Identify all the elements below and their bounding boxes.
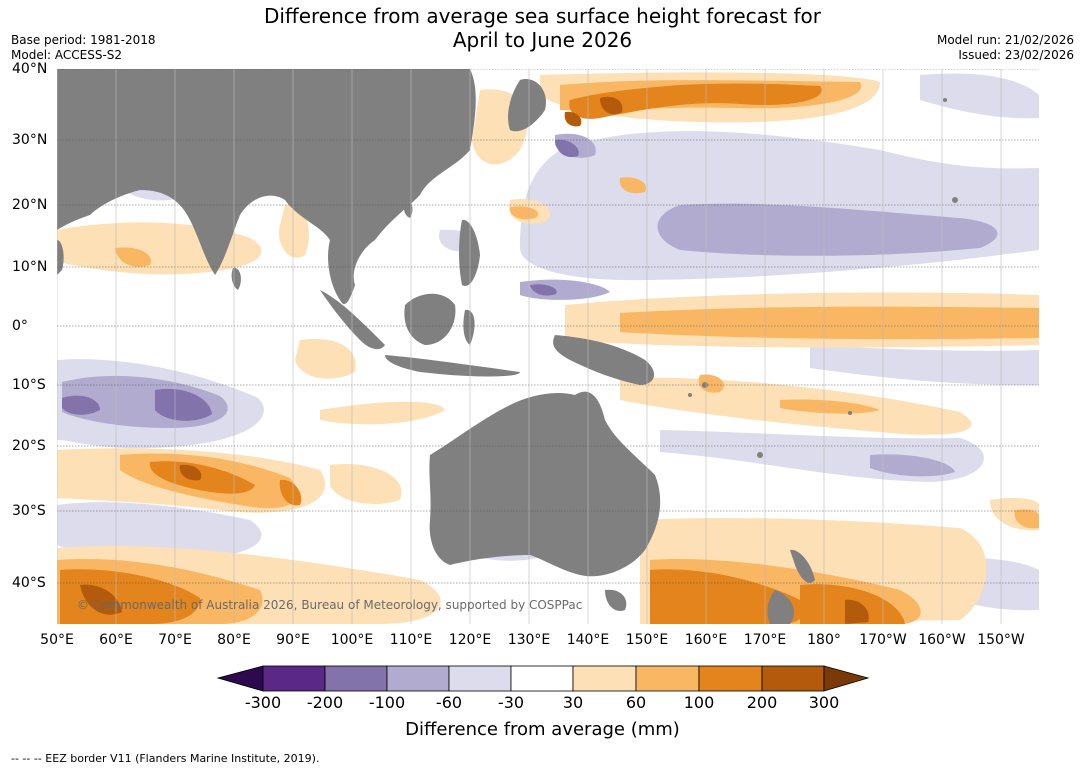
longitude-label: 150°E (625, 632, 669, 648)
longitude-label: 170°E (743, 632, 787, 648)
model-name: Model: ACCESS-S2 (11, 48, 123, 62)
colorbar-tick-label: 300 (808, 693, 840, 712)
longitude-label: 80°E (217, 632, 251, 648)
longitude-label: 160°E (684, 632, 728, 648)
colorbar-tick-label: 60 (625, 693, 647, 712)
title-line-1: Difference from average sea surface heig… (263, 4, 822, 28)
latitude-label: 30°N (12, 132, 48, 148)
latitude-label: 40°S (12, 575, 46, 591)
colorbar-bin (572, 665, 637, 692)
latitude-label: 10°N (12, 259, 48, 275)
colorbar-tick-label: -200 (306, 693, 344, 712)
anomaly-strong-negative (62, 139, 579, 421)
longitude-label: 140°E (566, 632, 610, 648)
colorbar-bin (324, 665, 388, 692)
colorbar-title: Difference from average (mm) (405, 719, 680, 740)
map-title: Difference from average sea surface heig… (0, 4, 1085, 52)
model-run: Model run: 21/02/2026 (936, 33, 1074, 47)
colorbar-tick-label: -100 (368, 693, 406, 712)
colorbar-arrow-high (823, 665, 870, 692)
meta-left: Base period: 1981-2018 Model: ACCESS-S2 (11, 33, 156, 63)
meta-right: Model run: 21/02/2026 Issued: 23/02/2026 (937, 33, 1074, 63)
sea-height-map (57, 69, 1039, 624)
colorbar-arrow-low (216, 665, 264, 692)
longitude-label: 50°E (40, 632, 74, 648)
longitude-label: 70°E (158, 632, 192, 648)
colorbar-bin (761, 665, 825, 692)
longitude-label: 150°W (977, 632, 1025, 648)
colorbar-tick-label: -300 (244, 693, 282, 712)
colorbar-bin (635, 665, 700, 692)
landmass (57, 69, 958, 624)
longitude-label: 60°E (99, 632, 133, 648)
latitude-label: 10°S (12, 377, 46, 393)
colorbar-bin (510, 665, 574, 692)
colorbar-tick-label: 100 (683, 693, 715, 712)
latitude-label: 30°S (12, 503, 46, 519)
title-line-2: April to June 2026 (452, 28, 633, 52)
colorbar-bin (448, 665, 512, 692)
latitude-label: 20°N (12, 197, 48, 213)
eez-footnote: -- -- -- EEZ border V11 (Flanders Marine… (11, 752, 320, 765)
longitude-label: 130°E (507, 632, 551, 648)
colorbar-tick-label: 200 (746, 693, 778, 712)
graticule (57, 69, 1039, 624)
longitude-label: 160°W (918, 632, 966, 648)
colorbar-bin (262, 665, 326, 692)
colorbar (216, 665, 870, 692)
colorbar-tick-label: -30 (497, 693, 525, 712)
longitude-label: 90°E (276, 632, 310, 648)
colorbar-tick-label: -60 (435, 693, 463, 712)
issued-date: Issued: 23/02/2026 (958, 48, 1074, 62)
colorbar-bin (698, 665, 763, 692)
copyright-notice: © Commonwealth of Australia 2026, Bureau… (77, 598, 583, 612)
colorbar-bin (386, 665, 450, 692)
latitude-label: 20°S (12, 438, 46, 454)
colorbar-tick-label: 30 (562, 693, 584, 712)
latitude-label: 0° (12, 318, 28, 334)
base-period: Base period: 1981-2018 (11, 33, 156, 47)
longitude-label: 120°E (448, 632, 492, 648)
longitude-label: 110°E (389, 632, 433, 648)
anomaly-extreme-positive (80, 96, 869, 624)
latitude-label: 40°N (12, 61, 48, 77)
longitude-label: 100°E (330, 632, 374, 648)
longitude-label: 180° (807, 632, 841, 648)
longitude-label: 170°W (859, 632, 907, 648)
